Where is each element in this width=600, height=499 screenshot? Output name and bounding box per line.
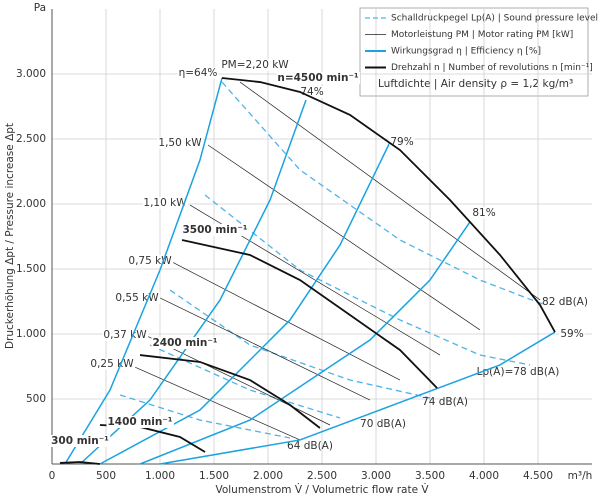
x-tick-label: 0 — [49, 470, 56, 482]
curve-label: 2400 min⁻¹ — [152, 337, 217, 349]
label-bg — [471, 207, 497, 219]
curve-label: 70 dB(A) — [360, 418, 406, 430]
y-unit: Pa — [34, 2, 46, 14]
curve-label: 1,50 kW — [158, 137, 202, 149]
curve-label: 300 min⁻¹ — [51, 435, 109, 447]
label-bg — [181, 224, 249, 236]
curve — [99, 424, 206, 453]
curve — [79, 99, 307, 465]
label-bg — [102, 329, 149, 341]
label-bg — [220, 59, 291, 71]
label-bg — [157, 137, 204, 149]
curve — [119, 394, 291, 439]
label-bg — [151, 337, 219, 349]
curve-label: 64 dB(A) — [287, 440, 333, 452]
curve-label: 82 dB(A) — [542, 296, 588, 308]
x-tick-label: 4.500 — [523, 470, 553, 482]
x-axis-title: Volumenstrom V̇ / Volumetric flow rate V… — [215, 483, 429, 496]
x-tick-label: 1.000 — [145, 470, 175, 482]
x-tick-label: 500 — [96, 470, 116, 482]
y-axis-title: Druckerhöhung Δpt / Pressure increase Δp… — [4, 123, 16, 349]
x-tick-label: 3.500 — [415, 470, 445, 482]
legend-label: Wirkungsgrad η | Efficiency η [%] — [391, 47, 541, 57]
curve — [221, 81, 546, 306]
curve-label: 0,25 kW — [90, 358, 134, 370]
curve-label: 74 dB(A) — [422, 396, 468, 408]
legend-label: Motorleistung PM | Motor rating PM [kW] — [391, 30, 573, 40]
curve — [221, 77, 556, 333]
label-bg — [389, 136, 415, 148]
curve — [59, 461, 101, 465]
curve-label: 0,75 kW — [128, 255, 172, 267]
curve — [64, 77, 223, 465]
label-bg — [276, 72, 361, 84]
label-bg — [89, 358, 136, 370]
legend-box — [359, 7, 589, 97]
curve-label: 3500 min⁻¹ — [182, 224, 247, 236]
label-bg — [50, 435, 111, 447]
curve-label: 74% — [300, 86, 323, 98]
curve — [149, 344, 341, 419]
curve-label: η=64% — [179, 67, 218, 79]
curve-label: PM=2,20 kW — [221, 59, 289, 71]
x-tick-label: 2.000 — [253, 470, 283, 482]
curve — [239, 81, 541, 301]
label-bg — [114, 292, 161, 304]
y-tick-label: 2.500 — [16, 133, 46, 145]
y-tick-label: 1.000 — [16, 328, 46, 340]
curve-label: 81% — [472, 207, 495, 219]
legend-note: Luftdichte | Air density ρ = 1,2 kg/m³ — [378, 78, 573, 90]
curve — [129, 364, 301, 441]
y-tick-label: 500 — [26, 393, 46, 405]
x-tick-label: 3.000 — [361, 470, 391, 482]
curve — [181, 239, 438, 389]
label-bg — [559, 328, 585, 340]
x-unit: m³/h — [568, 470, 593, 482]
curve — [204, 194, 531, 366]
curve-label: n=4500 min⁻¹ — [277, 72, 359, 84]
curve-label: 0,55 kW — [115, 292, 159, 304]
curve — [144, 334, 331, 426]
legend-label: Drehzahl n | Number of revolutions n [mi… — [391, 63, 593, 73]
curve — [159, 297, 371, 401]
legend-label: Schalldruckpegel Lp(A) | Sound pressure … — [391, 14, 600, 24]
label-bg — [177, 67, 219, 79]
curve — [99, 141, 391, 465]
x-tick-label: 1.500 — [199, 470, 229, 482]
curve — [169, 289, 431, 399]
curve-label: 1,10 kW — [143, 197, 187, 209]
curve — [139, 354, 321, 429]
curve-label: 0,37 kW — [103, 329, 147, 341]
x-tick-label: 4.000 — [469, 470, 499, 482]
label-bg — [106, 416, 174, 428]
curve — [139, 221, 471, 465]
curve — [159, 331, 556, 465]
label-bg — [142, 197, 189, 209]
y-tick-label: 2.000 — [16, 198, 46, 210]
y-tick-label: 3.000 — [16, 68, 46, 80]
x-tick-label: 2.500 — [307, 470, 337, 482]
curve-label: 59% — [560, 328, 583, 340]
y-tick-label: 1.500 — [16, 263, 46, 275]
curve-label: 1400 min⁻¹ — [107, 416, 172, 428]
curve — [171, 261, 401, 381]
curve-label: 79% — [390, 136, 413, 148]
curve-label: Lp(A)=78 dB(A) — [477, 366, 560, 378]
